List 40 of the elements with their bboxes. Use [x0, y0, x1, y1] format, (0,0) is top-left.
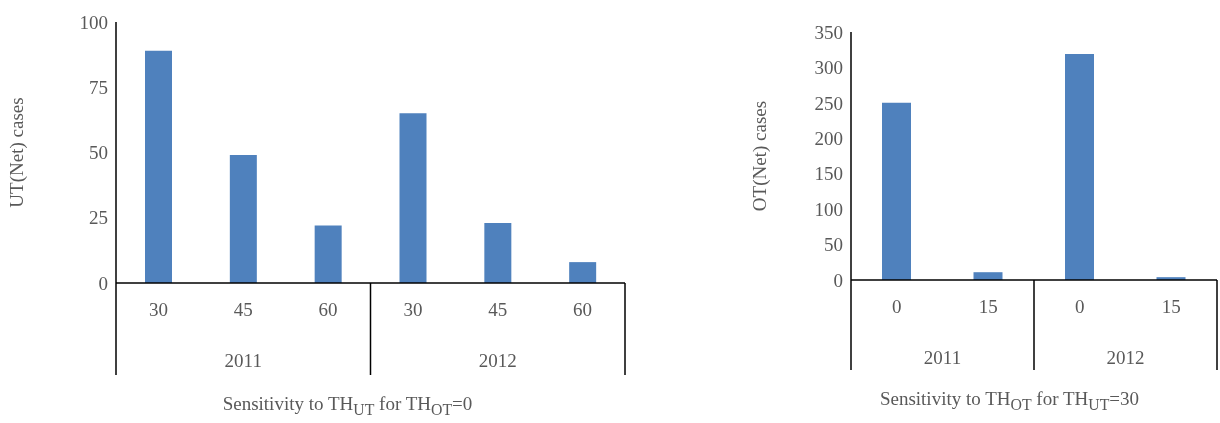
y-tick-label: 100 [814, 198, 843, 220]
text: 2012 [1106, 347, 1145, 369]
y-tick-label: 0 [98, 272, 108, 294]
y-tick-label: 75 [89, 77, 108, 98]
x-axis-title: Sensitivity to TH$_{UT}$ for TH$_{OT}$=0 [221, 393, 474, 419]
bar [484, 222, 512, 283]
y-axis-title: OT(Net) cases [748, 100, 771, 212]
x-tick-label: 30 [148, 299, 168, 321]
x-tick-label: 30 [403, 299, 423, 321]
bar [882, 102, 911, 280]
x-tick-label: 15 [978, 296, 998, 318]
y-tick-label: 50 [89, 142, 108, 164]
text: 2012 [478, 350, 517, 372]
x-tick-label: 15 [1161, 296, 1181, 318]
y-tick-label: 150 [814, 163, 843, 185]
y-tick-label: 300 [814, 57, 843, 79]
x-tick-label: 0 [1075, 296, 1085, 318]
y-tick-label: 250 [814, 92, 843, 114]
x-tick-label: 45 [233, 299, 253, 321]
x-tick-label: 60 [318, 299, 338, 321]
bar [145, 50, 172, 283]
text: 2011 [224, 350, 262, 372]
y-tick-label: 0 [833, 269, 843, 291]
bar [399, 113, 427, 283]
y-tick-label: 200 [814, 128, 843, 150]
y-tick-label: 100 [79, 11, 108, 33]
text: 2011 [923, 347, 962, 369]
bar [314, 225, 342, 283]
y-tick-label: 50 [824, 234, 843, 256]
bar [1065, 53, 1094, 280]
y-tick-label: 350 [814, 21, 843, 43]
bar [569, 262, 597, 283]
x-tick-label: 60 [573, 299, 593, 321]
x-tick-label: 45 [488, 299, 508, 321]
bar [229, 155, 257, 283]
x-axis-title: Sensitivity to TH$_{OT}$ for TH$_{UT}$=30 [878, 388, 1141, 414]
y-axis-title: UT(Net) cases [5, 97, 28, 208]
bar [973, 272, 1003, 280]
y-tick-label: 25 [89, 207, 108, 229]
x-tick-label: 0 [892, 296, 902, 318]
